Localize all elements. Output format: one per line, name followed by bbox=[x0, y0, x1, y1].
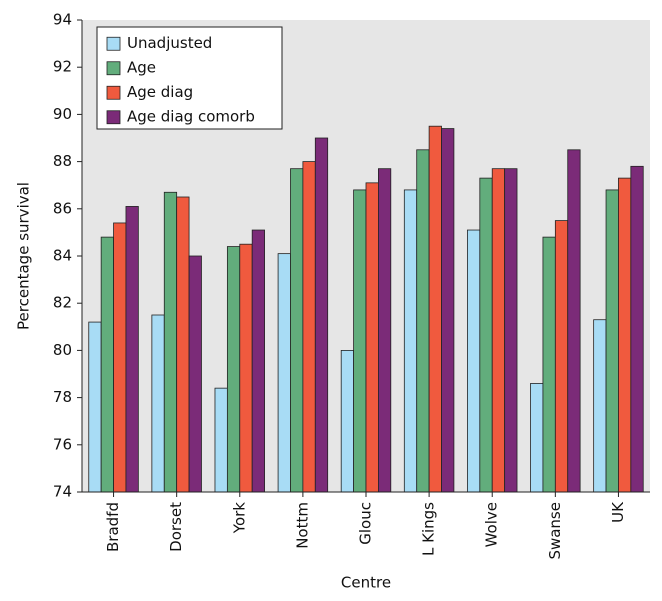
x-tick-label: UK bbox=[609, 501, 627, 523]
bar bbox=[353, 189, 367, 493]
bar bbox=[377, 168, 392, 493]
bar bbox=[113, 222, 127, 493]
x-tick-label: Swanse bbox=[546, 502, 564, 560]
bar bbox=[176, 196, 190, 493]
legend-box bbox=[96, 26, 283, 130]
x-tick-label: Bradfd bbox=[104, 502, 122, 552]
bar bbox=[277, 253, 291, 493]
x-tick-label: L Kings bbox=[420, 502, 438, 556]
x-tick-label: Dorset bbox=[167, 502, 185, 552]
y-tick-label: 92 bbox=[53, 58, 72, 76]
bar bbox=[290, 168, 304, 493]
y-tick-label: 80 bbox=[53, 341, 72, 359]
y-tick-label: 84 bbox=[53, 247, 72, 265]
legend-swatch bbox=[106, 36, 121, 51]
legend-label: Unadjusted bbox=[127, 34, 212, 52]
bar bbox=[125, 206, 139, 493]
bar bbox=[530, 383, 544, 493]
bar bbox=[467, 229, 481, 493]
bar bbox=[302, 161, 316, 493]
bar bbox=[365, 182, 379, 493]
y-tick-label: 74 bbox=[53, 483, 72, 501]
bar bbox=[441, 128, 455, 493]
y-tick-label: 94 bbox=[53, 11, 72, 29]
y-tick-label: 90 bbox=[53, 105, 72, 123]
y-tick-label: 88 bbox=[53, 152, 72, 170]
bar bbox=[340, 349, 355, 493]
x-tick-label: Nottm bbox=[293, 502, 311, 549]
bar bbox=[567, 149, 581, 493]
legend-label: Age diag bbox=[127, 83, 193, 101]
bar bbox=[630, 165, 644, 493]
x-axis-title: Centre bbox=[341, 574, 391, 592]
y-tick-label: 76 bbox=[53, 435, 72, 453]
legend-label: Age diag comorb bbox=[127, 107, 255, 125]
bar bbox=[428, 125, 442, 493]
bar bbox=[554, 220, 569, 493]
legend-swatch bbox=[106, 61, 121, 76]
bar bbox=[542, 236, 556, 493]
y-tick-label: 78 bbox=[53, 388, 72, 406]
bar bbox=[403, 189, 418, 493]
bar bbox=[491, 168, 506, 493]
legend-swatch bbox=[106, 85, 121, 100]
y-axis-title: Percentage survival bbox=[15, 182, 33, 330]
bar bbox=[605, 189, 619, 493]
y-tick-label: 86 bbox=[53, 199, 72, 217]
bar bbox=[214, 387, 228, 493]
y-tick-label: 82 bbox=[53, 294, 72, 312]
bar bbox=[239, 243, 253, 493]
bar bbox=[416, 149, 430, 493]
bar bbox=[618, 177, 632, 493]
x-tick-label: Wolve bbox=[483, 502, 501, 547]
bar bbox=[251, 229, 265, 493]
bar bbox=[163, 191, 178, 493]
x-tick-label: York bbox=[230, 502, 248, 535]
legend-swatch bbox=[106, 110, 121, 125]
bar bbox=[226, 246, 241, 493]
bar bbox=[314, 137, 329, 493]
bar bbox=[88, 321, 102, 493]
bar bbox=[151, 314, 165, 493]
bar bbox=[188, 255, 202, 493]
x-tick-label: Glouc bbox=[357, 502, 375, 545]
bar bbox=[479, 177, 493, 493]
bar bbox=[593, 319, 607, 493]
bar bbox=[504, 168, 518, 493]
legend-label: Age bbox=[127, 58, 156, 76]
bar bbox=[100, 236, 114, 493]
